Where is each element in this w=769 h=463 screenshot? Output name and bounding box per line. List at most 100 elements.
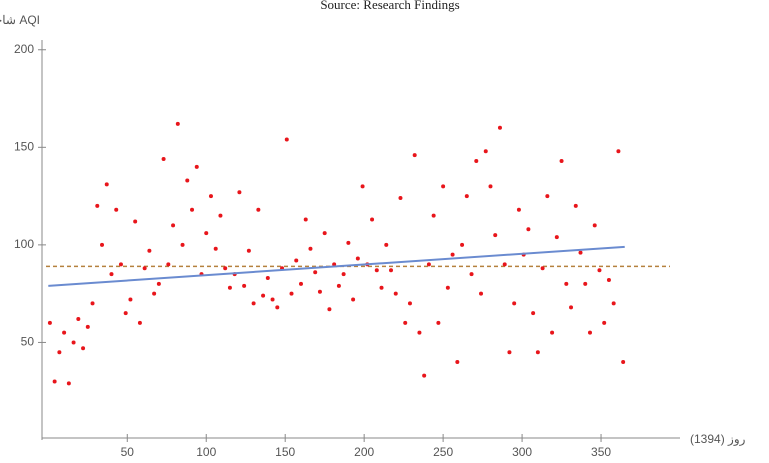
point <box>370 217 375 222</box>
x-tick-label: 300 <box>512 445 532 459</box>
point <box>123 311 128 316</box>
y-tick-label: 200 <box>14 42 34 56</box>
point <box>261 293 266 298</box>
point <box>526 227 531 232</box>
point <box>460 242 465 247</box>
point <box>479 291 484 296</box>
point <box>142 266 147 271</box>
point <box>152 291 157 296</box>
point <box>497 125 502 130</box>
point <box>398 196 403 201</box>
point <box>294 258 299 263</box>
point <box>223 266 228 271</box>
point <box>564 281 569 286</box>
point <box>559 158 564 163</box>
point <box>602 320 607 325</box>
point <box>621 359 626 364</box>
point <box>104 182 109 187</box>
point <box>592 223 597 228</box>
point <box>90 301 95 306</box>
point <box>185 178 190 183</box>
point <box>606 278 611 282</box>
point <box>569 305 574 310</box>
point <box>161 157 166 162</box>
point <box>190 207 195 212</box>
point <box>502 262 507 267</box>
point <box>256 207 261 212</box>
point <box>431 213 436 218</box>
point <box>483 149 488 154</box>
point <box>384 242 389 247</box>
point <box>531 311 536 316</box>
point <box>95 203 100 208</box>
point <box>265 276 270 281</box>
point <box>507 350 512 355</box>
point <box>374 268 379 273</box>
point <box>308 246 313 251</box>
point <box>616 149 621 154</box>
point <box>407 301 412 306</box>
point <box>213 246 218 251</box>
point <box>275 305 280 310</box>
x-tick-label: 150 <box>275 445 295 459</box>
point <box>71 340 76 345</box>
point <box>393 291 398 296</box>
point <box>208 194 213 199</box>
point <box>516 207 521 212</box>
point <box>246 248 251 253</box>
point <box>85 324 90 329</box>
point <box>597 268 602 273</box>
point <box>341 272 346 277</box>
point <box>147 248 152 253</box>
point <box>128 297 133 302</box>
point <box>166 262 171 267</box>
point <box>573 203 578 208</box>
point <box>469 272 474 277</box>
point <box>540 266 545 271</box>
point <box>204 231 209 236</box>
point <box>317 289 322 294</box>
point <box>175 121 180 126</box>
point <box>227 285 232 290</box>
point <box>488 184 493 189</box>
point <box>379 285 384 290</box>
point <box>455 359 460 364</box>
point <box>47 320 52 325</box>
point <box>346 240 351 245</box>
point <box>403 320 408 325</box>
point <box>171 223 176 228</box>
point <box>81 346 86 351</box>
point <box>512 301 517 306</box>
point <box>360 184 365 189</box>
point <box>156 281 161 286</box>
x-tick-label: 50 <box>121 445 135 459</box>
point <box>550 330 555 335</box>
point <box>76 317 81 322</box>
point <box>545 194 550 199</box>
point <box>298 281 303 286</box>
point <box>412 153 417 158</box>
point <box>62 330 67 335</box>
x-tick-label: 350 <box>591 445 611 459</box>
point <box>450 252 455 257</box>
point <box>218 213 223 218</box>
point <box>417 330 422 335</box>
point <box>57 350 62 355</box>
point <box>109 272 114 277</box>
point <box>436 320 441 325</box>
y-tick-label: 100 <box>14 237 34 251</box>
point <box>303 217 308 222</box>
chart-title: Source: Research Findings <box>320 0 459 12</box>
point <box>114 207 119 212</box>
point <box>535 350 540 355</box>
point <box>289 291 294 296</box>
point <box>322 231 327 236</box>
point <box>351 297 356 302</box>
point <box>426 262 431 267</box>
point <box>554 235 559 240</box>
point <box>284 137 289 142</box>
point <box>445 285 450 290</box>
point <box>422 373 427 378</box>
point <box>464 194 469 199</box>
